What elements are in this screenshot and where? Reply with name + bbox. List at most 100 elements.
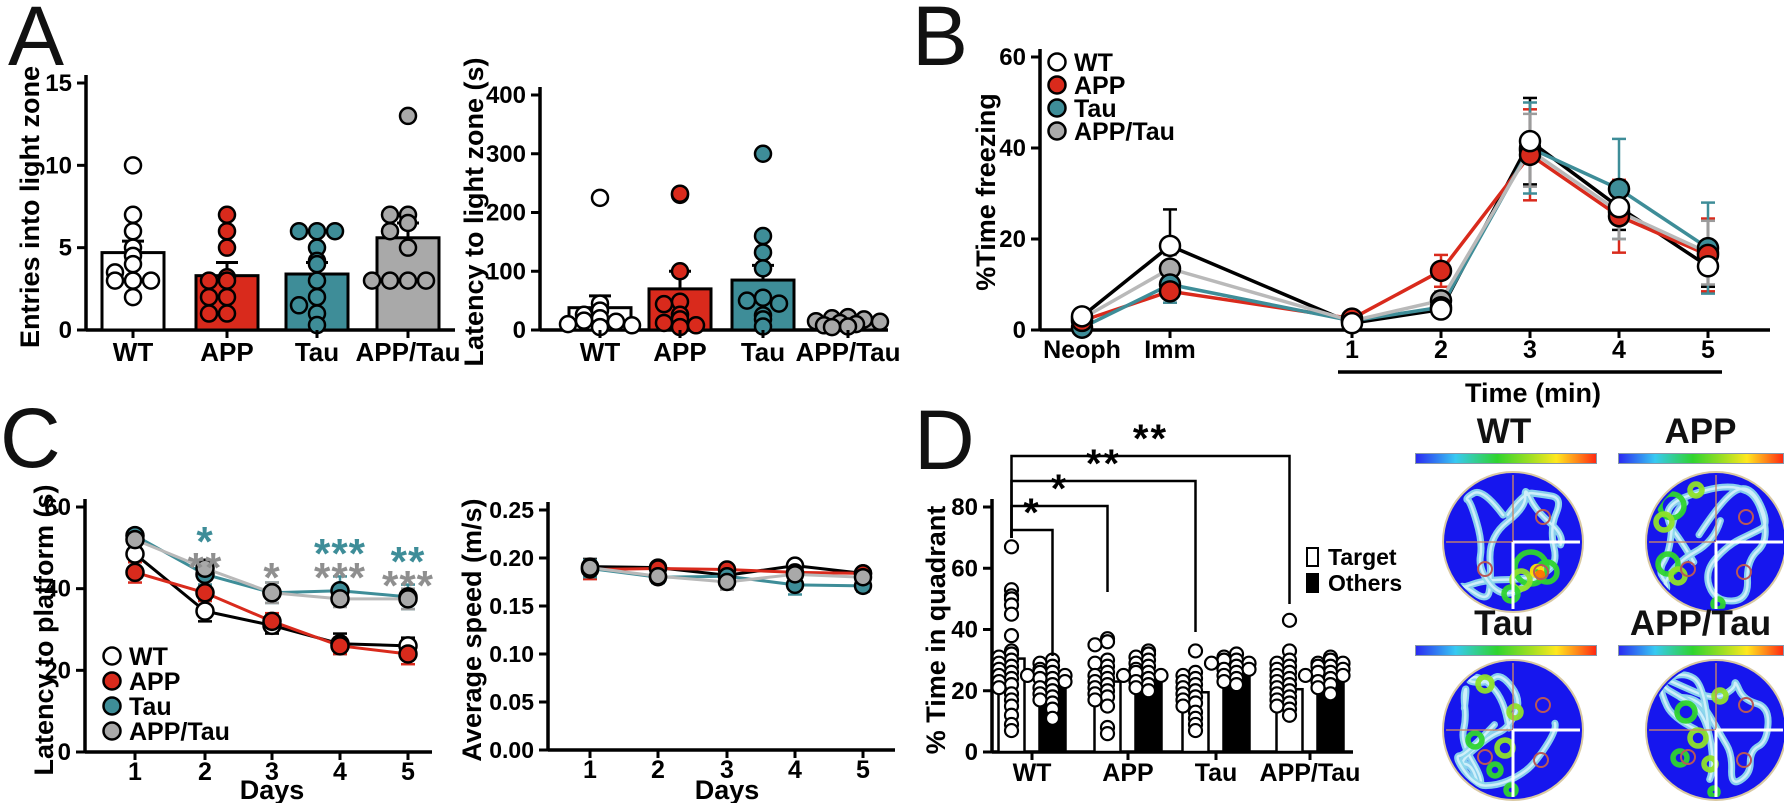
data-point-WT-Others [1019,667,1036,684]
ylabel-average-speed: Average speed (m/s) [457,498,487,762]
platform-marker [1736,752,1752,768]
data-point-WT [123,287,143,307]
legend-others-label: Others [1328,569,1403,596]
svg-text:60: 60 [999,44,1026,71]
data-point-APP-Target [1099,726,1116,742]
xlabel-time-min: Time (min) [1464,378,1601,408]
panel-a-label: A [8,0,65,83]
hotspot [1465,730,1485,750]
platform-marker [1533,752,1549,768]
legend-marker-WT [102,646,122,666]
data-point-APP/Tau-Others [1335,667,1351,684]
data-point-Tau [307,254,327,274]
marker-APP [1158,280,1182,303]
platform-marker [1477,749,1493,765]
data-point-APP [217,287,237,307]
svg-text:APP/Tau: APP/Tau [1074,118,1175,146]
platform-marker [1533,564,1549,580]
data-point-WT [123,156,143,175]
others-swatch-icon [1306,573,1319,593]
svg-text:Tau: Tau [741,337,785,367]
hotspot [1710,596,1726,609]
svg-text:2: 2 [651,756,665,784]
heatmap-colorbar-wt [1415,453,1597,464]
data-point-Tau [289,296,309,315]
ylabel-latency-light-zone: Latency to light zone (s) [459,57,489,367]
svg-text:*: * [263,554,280,601]
panel-d-label: D [914,393,975,487]
legend-marker-WT [1047,52,1067,72]
marker-APP/Tau [648,566,668,586]
svg-text:40: 40 [951,617,978,644]
data-point-APP-Target [1087,655,1103,671]
data-point-Tau-Others [1216,673,1232,690]
data-point-APP [654,294,674,314]
data-point-APP/Tau [398,238,418,257]
svg-text:Tau: Tau [129,693,172,721]
marker-WT [1340,311,1364,335]
data-point-APP/Tau-Others [1310,680,1326,696]
svg-text:400: 400 [486,82,526,109]
data-point-APP/Tau [822,317,842,337]
svg-text:*: * [196,518,213,565]
data-point-APP [670,262,690,281]
svg-text:200: 200 [486,200,526,227]
data-point-Tau-Target [1187,643,1204,659]
legend-target-label: Target [1328,543,1397,570]
data-point-WT [622,316,642,335]
svg-text:5: 5 [1701,336,1715,364]
data-point-APP [199,271,219,290]
marker-WT [195,601,215,621]
marker-APP/Tau [330,589,350,609]
svg-text:100: 100 [486,258,526,285]
data-point-APP-Others [1153,667,1169,684]
svg-text:APP: APP [653,337,706,367]
data-point-APP [670,184,690,203]
hotspot [1475,674,1495,694]
xlabel-days-speed: Days [694,775,760,803]
svg-text:WT: WT [580,337,621,367]
data-point-APP/Tau [398,213,418,233]
marker-WT [1070,305,1094,328]
svg-text:3: 3 [720,756,734,784]
chart-average_speed: 0.00 0.05 0.10 0.15 0.20 0.25 1 2 3 4 5 [489,497,895,784]
legend-marker-APP/Tau [1047,121,1067,141]
sig-bracket-3 [1010,454,1291,604]
data-point-APP/Tau-Target [1281,612,1298,628]
svg-text:80: 80 [951,494,978,521]
data-point-APP-Target [1099,634,1116,650]
svg-text:0.15: 0.15 [489,593,534,619]
hotspot [1534,569,1546,581]
svg-text:*: * [1051,467,1069,511]
heatmap-title-tau: Tau [1474,604,1534,643]
data-point-WT-Others [1044,710,1061,726]
data-point-APP/Tau [380,271,400,290]
heatmap-Tau [1442,659,1584,801]
svg-text:WT: WT [1013,759,1052,787]
data-point-APP/Tau [416,271,436,290]
platform-marker [1680,749,1696,765]
svg-text:0.10: 0.10 [489,641,534,667]
data-point-Tau [753,259,773,278]
hotspot [1655,551,1681,577]
data-point-WT-Target [1003,722,1020,739]
heatmap-WT [1442,471,1584,613]
legend-item-others: Others [1306,570,1402,596]
hotspot [1670,748,1690,768]
data-point-Tau-Others [1203,655,1220,671]
data-point-APP/Tau-Target [1281,707,1298,723]
svg-text:APP/Tau: APP/Tau [1260,759,1361,787]
data-point-APP [217,271,237,290]
ylabel-time-in-quadrant: % Time in quadrant [921,505,951,755]
data-point-APP [217,221,237,241]
platform-marker [1738,697,1754,713]
hotspot [1707,785,1721,797]
svg-text:Tau: Tau [295,337,339,367]
hotspot [1503,782,1519,797]
svg-text:***: *** [314,554,366,601]
svg-text:3: 3 [1523,336,1537,364]
heatmap-title-wt: WT [1476,412,1532,451]
marker-WT [1518,129,1542,153]
platform-marker [1680,561,1696,577]
heatmap-APP/Tau [1645,659,1784,801]
